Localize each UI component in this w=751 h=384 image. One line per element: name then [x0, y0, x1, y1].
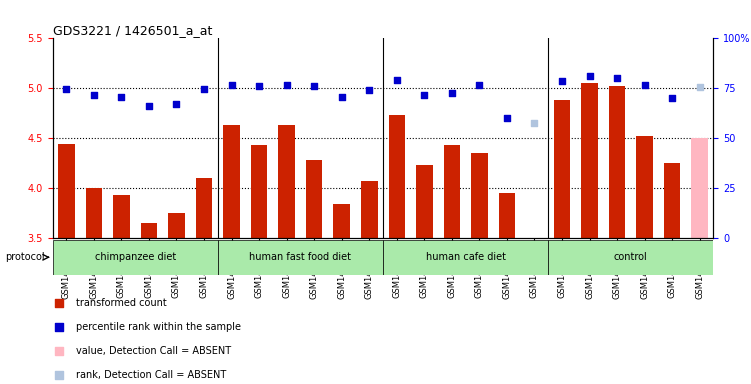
Bar: [388, 115, 405, 238]
Bar: [58, 144, 74, 238]
Point: [446, 90, 458, 96]
FancyBboxPatch shape: [53, 240, 218, 275]
Point: [473, 82, 485, 88]
Bar: [140, 223, 157, 238]
Point: [225, 82, 237, 88]
Text: transformed count: transformed count: [76, 298, 167, 308]
Bar: [333, 204, 350, 238]
Point: [60, 86, 72, 93]
Bar: [416, 165, 433, 238]
Point: [88, 92, 100, 98]
Point: [437, 285, 449, 291]
Bar: [444, 145, 460, 238]
Bar: [223, 125, 240, 238]
Point: [308, 83, 320, 89]
Point: [611, 75, 623, 81]
Point: [666, 95, 678, 101]
Point: [391, 77, 403, 83]
Bar: [306, 160, 322, 238]
Bar: [636, 136, 653, 238]
Point: [143, 103, 155, 109]
Point: [170, 101, 182, 108]
Bar: [609, 86, 626, 238]
Point: [281, 82, 293, 88]
Point: [336, 94, 348, 100]
FancyBboxPatch shape: [548, 240, 713, 275]
Bar: [471, 153, 487, 238]
Bar: [553, 100, 570, 238]
Text: protocol: protocol: [5, 252, 45, 262]
Text: human fast food diet: human fast food diet: [249, 252, 351, 262]
FancyBboxPatch shape: [383, 240, 548, 275]
Bar: [251, 145, 267, 238]
Point: [418, 92, 430, 98]
Point: [198, 86, 210, 93]
Bar: [499, 193, 515, 238]
Point: [556, 78, 568, 84]
Bar: [113, 195, 130, 238]
Bar: [196, 178, 213, 238]
Point: [638, 82, 650, 88]
Text: human cafe diet: human cafe diet: [426, 252, 505, 262]
Point: [501, 115, 513, 121]
Text: rank, Detection Call = ABSENT: rank, Detection Call = ABSENT: [76, 370, 226, 381]
Point: [363, 87, 376, 93]
Text: percentile rank within the sample: percentile rank within the sample: [76, 322, 241, 333]
Point: [116, 94, 128, 100]
Text: GDS3221 / 1426501_a_at: GDS3221 / 1426501_a_at: [53, 24, 212, 37]
Bar: [361, 181, 378, 238]
Point: [529, 120, 541, 126]
FancyBboxPatch shape: [218, 240, 383, 275]
Bar: [168, 213, 185, 238]
Bar: [86, 188, 102, 238]
Point: [253, 83, 265, 89]
Bar: [581, 83, 598, 238]
Bar: [664, 163, 680, 238]
Point: [437, 67, 449, 73]
Text: chimpanzee diet: chimpanzee diet: [95, 252, 176, 262]
Bar: [692, 138, 708, 238]
Text: value, Detection Call = ABSENT: value, Detection Call = ABSENT: [76, 346, 231, 356]
Text: control: control: [614, 252, 647, 262]
Point: [694, 84, 706, 90]
Point: [584, 73, 596, 79]
Bar: [279, 125, 295, 238]
